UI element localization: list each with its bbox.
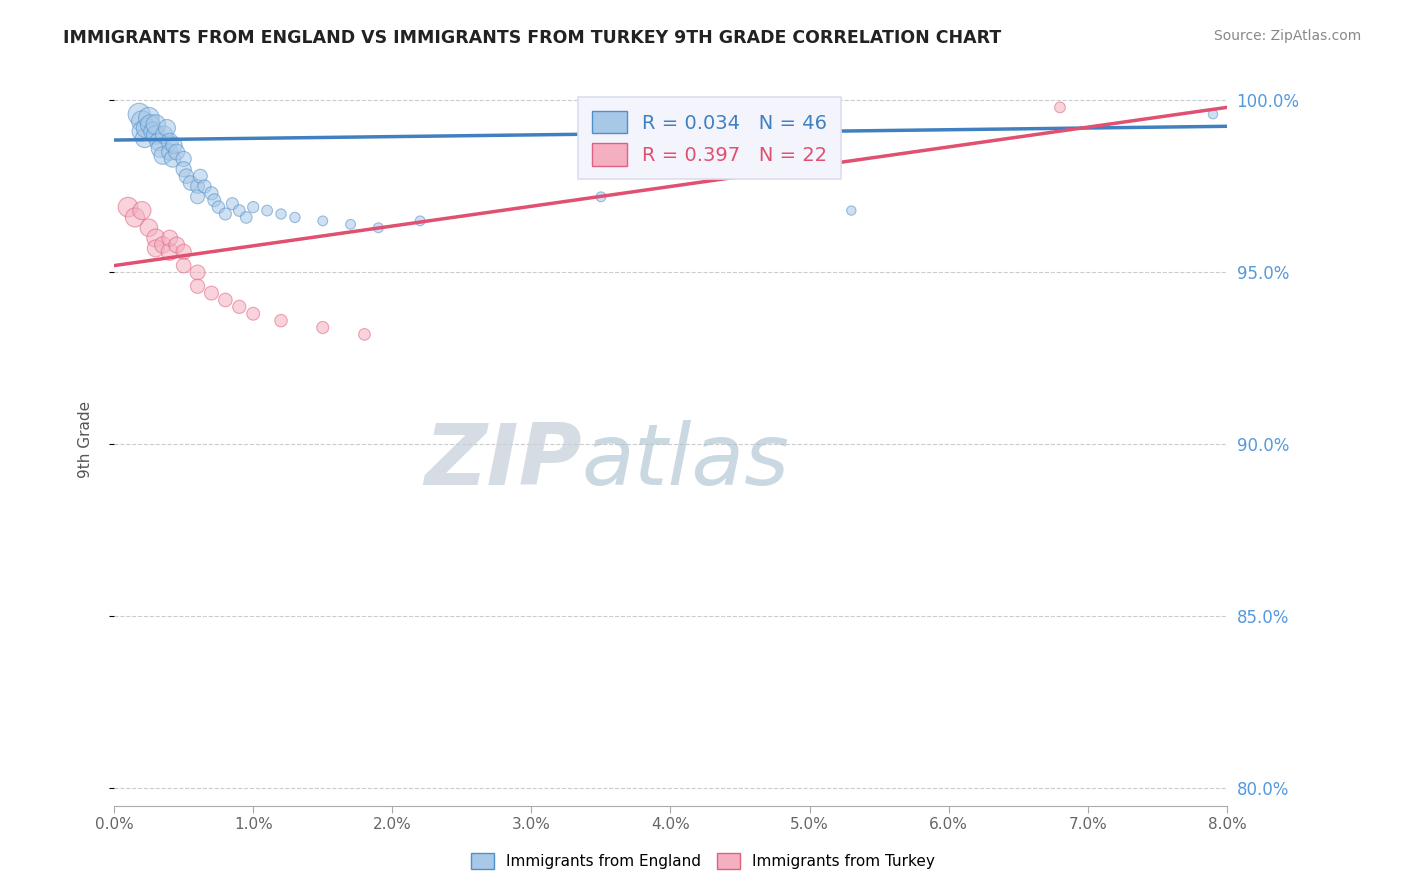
Point	[1049, 100, 1071, 114]
Point	[202, 193, 225, 207]
Point	[139, 118, 162, 132]
Point	[142, 124, 165, 138]
Point	[145, 231, 167, 245]
Point	[173, 152, 195, 166]
Point	[138, 111, 160, 125]
Point	[187, 179, 209, 194]
Point	[162, 152, 184, 166]
Point	[131, 124, 153, 138]
Point	[128, 107, 150, 121]
Point	[187, 265, 209, 279]
Point	[409, 214, 432, 228]
Point	[156, 121, 179, 136]
Point	[131, 114, 153, 128]
Point	[228, 203, 250, 218]
Point	[270, 313, 292, 327]
Point	[1202, 107, 1225, 121]
Point	[138, 220, 160, 235]
Legend: R = 0.034   N = 46, R = 0.397   N = 22: R = 0.034 N = 46, R = 0.397 N = 22	[578, 97, 841, 179]
Point	[173, 244, 195, 259]
Point	[188, 169, 211, 183]
Point	[200, 186, 222, 201]
Point	[149, 142, 172, 156]
Text: IMMIGRANTS FROM ENGLAND VS IMMIGRANTS FROM TURKEY 9TH GRADE CORRELATION CHART: IMMIGRANTS FROM ENGLAND VS IMMIGRANTS FR…	[63, 29, 1001, 46]
Point	[145, 118, 167, 132]
Point	[339, 217, 361, 231]
Point	[173, 162, 195, 177]
Y-axis label: 9th Grade: 9th Grade	[79, 401, 93, 478]
Point	[166, 238, 188, 252]
Point	[187, 279, 209, 293]
Point	[159, 135, 181, 149]
Legend: Immigrants from England, Immigrants from Turkey: Immigrants from England, Immigrants from…	[465, 847, 941, 875]
Point	[173, 259, 195, 273]
Point	[221, 196, 243, 211]
Point	[145, 241, 167, 255]
Point	[159, 145, 181, 160]
Point	[228, 300, 250, 314]
Point	[589, 190, 612, 204]
Point	[166, 145, 188, 160]
Point	[284, 211, 307, 225]
Text: atlas: atlas	[582, 420, 790, 503]
Point	[214, 207, 236, 221]
Point	[117, 200, 139, 214]
Point	[214, 293, 236, 307]
Point	[176, 169, 198, 183]
Point	[134, 131, 156, 145]
Point	[152, 148, 174, 162]
Point	[367, 220, 389, 235]
Point	[180, 176, 202, 190]
Point	[187, 190, 209, 204]
Point	[145, 128, 167, 142]
Point	[207, 200, 229, 214]
Point	[839, 203, 862, 218]
Point	[131, 203, 153, 218]
Point	[256, 203, 278, 218]
Point	[193, 179, 215, 194]
Point	[242, 307, 264, 321]
Point	[148, 135, 170, 149]
Point	[159, 231, 181, 245]
Point	[152, 238, 174, 252]
Point	[163, 138, 186, 153]
Point	[242, 200, 264, 214]
Point	[312, 320, 335, 334]
Point	[235, 211, 257, 225]
Text: ZIP: ZIP	[423, 420, 582, 503]
Point	[200, 286, 222, 301]
Point	[312, 214, 335, 228]
Point	[270, 207, 292, 221]
Text: Source: ZipAtlas.com: Source: ZipAtlas.com	[1213, 29, 1361, 43]
Point	[353, 327, 375, 342]
Point	[135, 121, 157, 136]
Point	[153, 128, 176, 142]
Point	[124, 211, 146, 225]
Point	[159, 244, 181, 259]
